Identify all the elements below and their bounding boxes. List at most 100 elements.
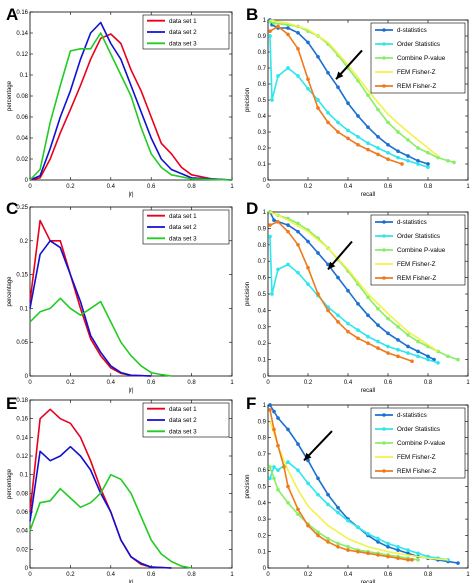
data-point xyxy=(286,66,290,70)
y-tick-label: 0.1 xyxy=(20,306,29,312)
y-tick-label: 0.3 xyxy=(258,130,267,136)
x-tick-label: 0 xyxy=(28,380,32,386)
data-point xyxy=(286,229,290,234)
data-point xyxy=(366,334,370,339)
y-tick-label: 0.2 xyxy=(20,239,29,245)
data-point xyxy=(336,320,340,324)
data-point xyxy=(268,403,272,407)
data-point xyxy=(306,282,310,287)
data-point xyxy=(276,219,280,224)
data-point xyxy=(426,150,430,155)
y-tick-label: 0.12 xyxy=(16,52,28,58)
y-tick-label: 0.1 xyxy=(258,358,267,364)
data-point xyxy=(396,130,400,134)
data-point xyxy=(336,275,340,280)
data-point xyxy=(270,292,274,296)
x-tick-label: 0.4 xyxy=(107,572,116,578)
data-point xyxy=(366,125,370,130)
legend-entry: REM Fisher-Z xyxy=(397,83,436,90)
data-point xyxy=(316,476,320,481)
y-tick-label: 1 xyxy=(263,18,267,24)
series-line-3 xyxy=(29,32,233,181)
y-tick-label: 0.02 xyxy=(16,157,28,163)
legend-entry: d-statistics xyxy=(397,27,427,34)
x-tick-label: 0 xyxy=(266,380,270,386)
data-point xyxy=(336,541,340,546)
series-line-3 xyxy=(29,297,172,377)
data-point xyxy=(326,308,330,313)
data-point xyxy=(386,351,390,355)
y-axis-label: percentage xyxy=(7,468,13,499)
series-line-2 xyxy=(29,240,152,377)
y-tick-label: 0.2 xyxy=(258,533,267,539)
legend-marker xyxy=(382,234,386,238)
y-tick-label: 1 xyxy=(263,403,267,409)
x-tick-label: 1 xyxy=(466,184,470,190)
y-tick-label: 0 xyxy=(263,566,267,572)
y-tick-label: 0.2 xyxy=(258,341,267,347)
data-point xyxy=(346,544,350,549)
y-axis-label: precision xyxy=(245,282,251,306)
data-point xyxy=(416,354,420,359)
data-point xyxy=(416,339,420,344)
data-point xyxy=(276,74,280,78)
data-point xyxy=(386,150,390,155)
x-axis-label: recall xyxy=(361,580,375,583)
y-tick-label: 0.4 xyxy=(258,114,267,120)
y-tick-label: 1 xyxy=(263,210,267,216)
data-point xyxy=(452,160,456,165)
x-tick-label: 0.8 xyxy=(187,184,196,190)
data-point xyxy=(426,357,430,362)
data-point xyxy=(416,557,420,562)
data-point xyxy=(396,149,400,154)
data-point xyxy=(326,536,330,541)
data-point xyxy=(386,554,390,559)
data-point xyxy=(326,70,330,75)
data-point xyxy=(336,544,340,549)
y-tick-label: 0.8 xyxy=(258,436,267,442)
y-tick-label: 0.5 xyxy=(258,485,267,491)
y-tick-label: 0.8 xyxy=(258,50,267,56)
legend-marker xyxy=(382,469,386,473)
data-point xyxy=(326,110,330,115)
data-point xyxy=(386,142,390,147)
data-point xyxy=(268,29,272,34)
data-point xyxy=(376,346,380,350)
legend: d-statistics Order Statistics Combine P-va… xyxy=(370,22,466,94)
y-tick-label: 0.05 xyxy=(16,340,28,346)
y-tick-label: 0.7 xyxy=(258,66,267,72)
data-point xyxy=(386,120,390,125)
legend-entry: d-statistics xyxy=(397,412,427,419)
data-point xyxy=(426,165,430,170)
legend-marker xyxy=(382,84,386,88)
x-tick-label: 1 xyxy=(230,380,234,386)
data-point xyxy=(286,223,290,227)
legend-marker xyxy=(382,413,386,417)
y-axis-label: percentage xyxy=(7,80,13,111)
y-tick-label: 0 xyxy=(25,374,29,380)
data-point xyxy=(406,154,410,158)
data-point xyxy=(396,354,400,359)
data-point xyxy=(326,540,330,544)
data-point xyxy=(396,544,400,549)
data-point xyxy=(366,341,370,346)
data-point xyxy=(406,333,410,337)
data-point xyxy=(272,476,276,481)
data-point xyxy=(366,551,370,556)
data-point xyxy=(296,512,300,517)
y-tick-label: 0.6 xyxy=(258,82,267,88)
data-point xyxy=(426,162,430,166)
y-tick-label: 0.5 xyxy=(258,98,267,104)
x-tick-label: 0.4 xyxy=(344,380,353,386)
y-tick-label: 0.18 xyxy=(16,398,28,404)
panel-b: B 0 0.2 0.4 0.6 0.8 1 0 0.1 0.2 0.3 0.4 0.5 0.6 0.7 0.8… xyxy=(245,5,470,198)
y-tick-label: 0.1 xyxy=(20,73,29,79)
data-point xyxy=(270,98,274,102)
legend-entry: Order Statistics xyxy=(397,426,440,433)
data-point xyxy=(346,518,350,523)
data-point xyxy=(286,460,290,464)
y-tick-label: 0.1 xyxy=(258,550,267,556)
data-point xyxy=(268,223,272,227)
data-point xyxy=(406,548,410,552)
